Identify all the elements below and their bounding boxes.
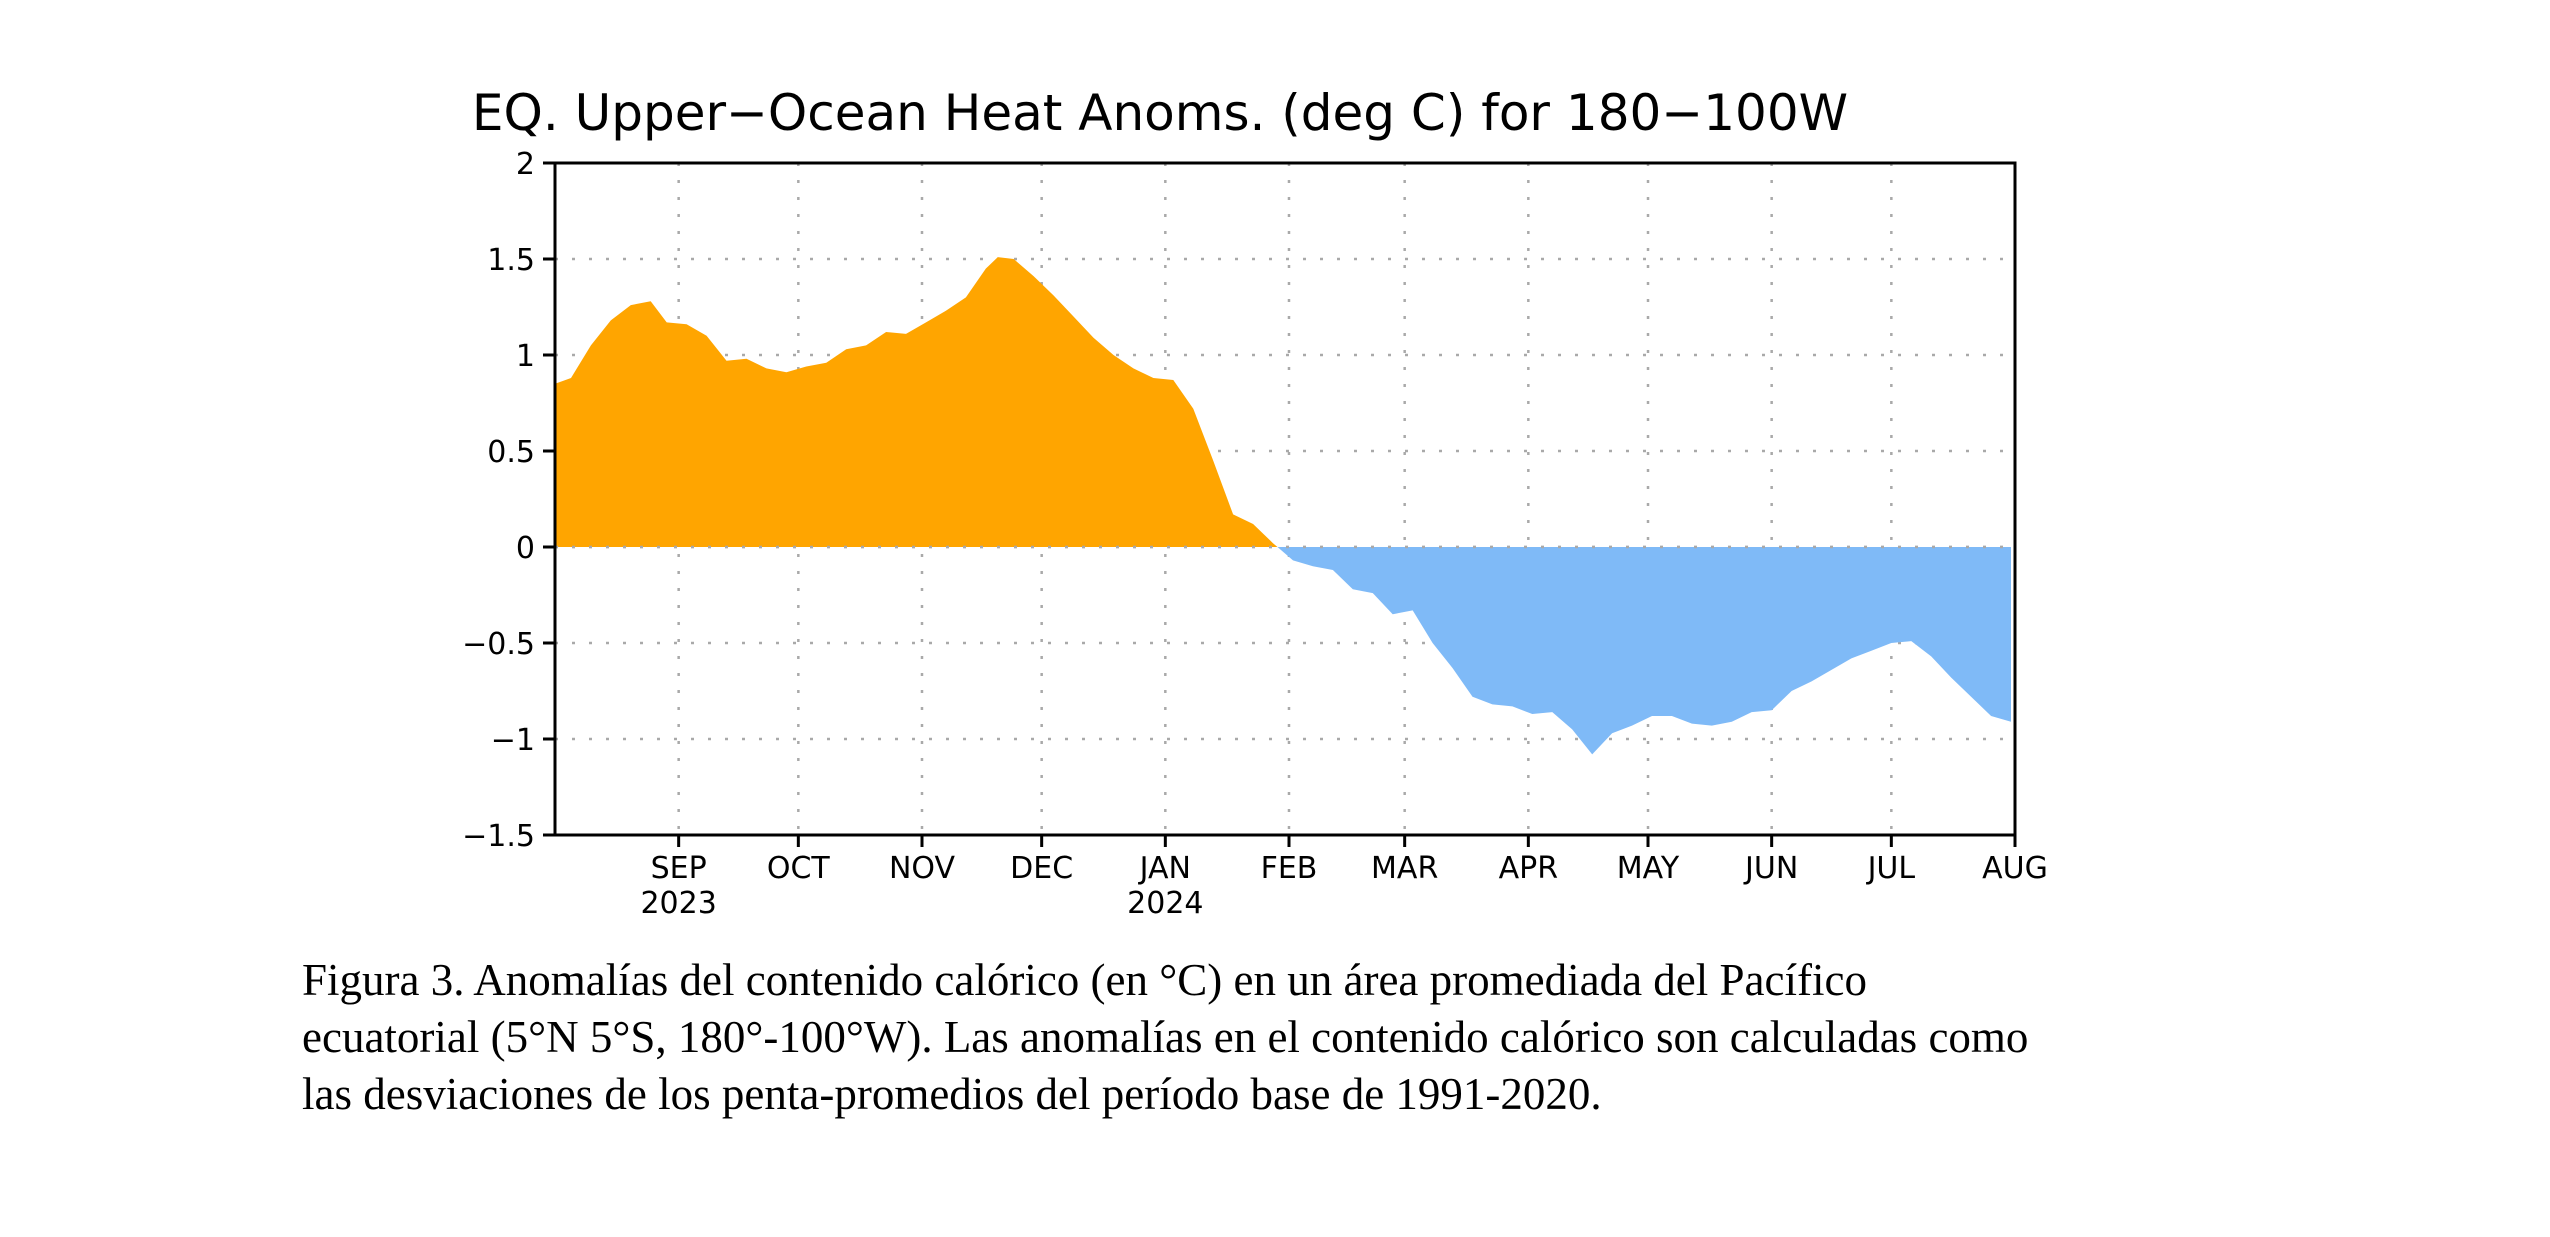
y-tick-label: 0 (516, 531, 535, 566)
x-tick-label: FEB (1261, 851, 1318, 886)
x-tick-label: DEC (1010, 851, 1073, 886)
heat-anomaly-chart: EQ. Upper−Ocean Heat Anoms. (deg C) for … (462, 84, 2048, 921)
chart-title: EQ. Upper−Ocean Heat Anoms. (deg C) for … (472, 84, 1848, 142)
negative-anomaly-area (555, 547, 2011, 755)
y-tick-label: 0.5 (487, 435, 535, 470)
y-tick-label: −1 (491, 723, 535, 758)
caption-line: las desviaciones de los penta-promedios … (302, 1069, 1602, 1119)
y-tick-label: 1 (516, 339, 535, 374)
anomaly-area (555, 257, 2011, 755)
x-tick-label: OCT (767, 851, 831, 886)
x-tick-label: NOV (889, 851, 956, 886)
caption-line: ecuatorial (5°N 5°S, 180°-100°W). Las an… (302, 1012, 2029, 1062)
y-tick-label: −0.5 (462, 627, 535, 662)
x-tick-label: AUG (1982, 851, 2048, 886)
y-tick-label: 2 (516, 147, 535, 182)
figure-caption: Figura 3. Anomalías del contenido calóri… (302, 952, 2302, 1123)
x-tick-label: MAR (1371, 851, 1438, 886)
x-tick-label: JUL (1866, 851, 1916, 886)
y-tick-label: −1.5 (462, 819, 535, 854)
x-tick-label: MAY (1617, 851, 1680, 886)
x-tick-label: JUN (1743, 851, 1798, 886)
x-tick-year-label: 2024 (1127, 886, 1203, 921)
plot-frame (553, 161, 2017, 837)
y-axis-ticks: 2 1.5 1 0.5 0 −0.5 −1 −1.5 (462, 147, 555, 854)
x-tick-label: APR (1499, 851, 1558, 886)
caption-line: Figura 3. Anomalías del contenido calóri… (302, 955, 1867, 1005)
positive-anomaly-area (555, 257, 2011, 547)
x-tick-label: SEP (651, 851, 707, 886)
y-tick-label: 1.5 (487, 243, 535, 278)
x-tick-label: JAN (1138, 851, 1191, 886)
x-tick-year-label: 2023 (640, 886, 716, 921)
